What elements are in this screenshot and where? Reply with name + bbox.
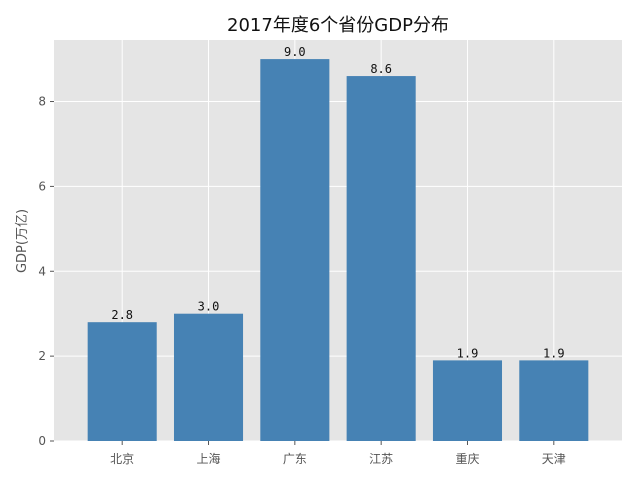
bar [519,360,589,441]
bar-value-label: 1.9 [543,346,565,360]
y-tick-label: 4 [38,264,46,278]
x-tick-label: 广东 [283,452,307,466]
bar [346,76,416,441]
y-tick-label: 8 [38,95,46,109]
x-tick-label: 上海 [197,451,221,466]
y-tick-label: 0 [38,434,46,448]
x-tick-label: 重庆 [455,452,479,466]
y-tick-label: 6 [38,179,46,193]
bars [87,59,589,441]
bar-value-label: 9.0 [284,45,306,59]
y-axis-ticks: 0 2 4 6 8 [38,95,54,448]
bar [432,360,503,441]
bar-value-label: 1.9 [457,346,479,360]
bar [87,322,157,441]
y-axis-label: GDP(万亿) [15,209,30,273]
x-axis-ticks: 北京 上海 广东 江苏 重庆 天津 [110,441,566,466]
x-tick-label: 北京 [110,452,134,466]
bar [173,313,244,441]
bar-value-label: 2.8 [111,308,133,322]
y-tick-label: 2 [38,349,46,363]
chart-title: 2017年度6个省份GDP分布 [227,15,449,36]
x-tick-label: 天津 [542,452,566,466]
bar-value-label: 3.0 [198,300,220,314]
bar-value-label: 8.6 [370,62,392,76]
x-tick-label: 江苏 [369,452,393,466]
bar-value-labels: 2.8 3.0 9.0 8.6 1.9 1.9 [111,45,564,360]
bar [260,59,330,441]
